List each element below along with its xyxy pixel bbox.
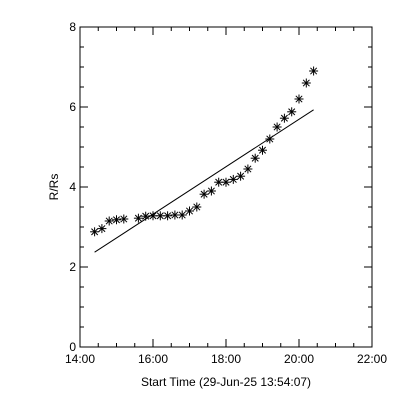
x-tick-label: 16:00	[138, 352, 168, 366]
y-tick-label: 6	[69, 100, 76, 114]
x-tick-label: 22:00	[357, 352, 387, 366]
x-tick-label: 14:00	[65, 352, 95, 366]
x-axis-label: Start Time (29-Jun-25 13:54:07)	[141, 375, 311, 389]
fit-line	[94, 109, 314, 253]
data-point	[272, 122, 282, 132]
x-tick-label: 20:00	[284, 352, 314, 366]
x-tick-label: 18:00	[211, 352, 241, 366]
y-tick-label: 8	[69, 20, 76, 34]
data-point	[133, 213, 143, 223]
data-point	[287, 107, 297, 117]
y-axis-label: R/Rs	[47, 174, 61, 201]
data-point	[236, 171, 246, 181]
data-point	[221, 177, 231, 187]
y-tick-label: 0	[69, 340, 76, 354]
data-point	[199, 189, 209, 199]
y-axis: 0 2 4 6 8	[69, 20, 372, 354]
data-point	[294, 94, 304, 104]
data-point	[163, 211, 173, 221]
data-point	[155, 211, 165, 221]
y-tick-label: 4	[69, 180, 76, 194]
data-point	[279, 113, 289, 123]
data-point	[97, 224, 107, 234]
data-point	[258, 145, 267, 155]
y-tick-label: 2	[69, 260, 76, 274]
data-point	[90, 227, 100, 237]
plot-frame	[79, 26, 373, 348]
data-point	[228, 174, 238, 184]
data-point	[112, 215, 121, 225]
data-point	[119, 214, 129, 224]
data-point	[185, 206, 194, 216]
data-point	[301, 78, 311, 88]
data-point	[192, 202, 202, 212]
data-point	[177, 210, 187, 220]
data-point	[250, 153, 260, 163]
data-point	[309, 66, 319, 76]
x-axis: 14:00 16:00 18:00 20:00 22:00	[65, 27, 387, 366]
series-layer	[90, 66, 319, 253]
data-point	[104, 216, 114, 226]
data-point	[206, 186, 216, 196]
data-point	[243, 164, 253, 174]
